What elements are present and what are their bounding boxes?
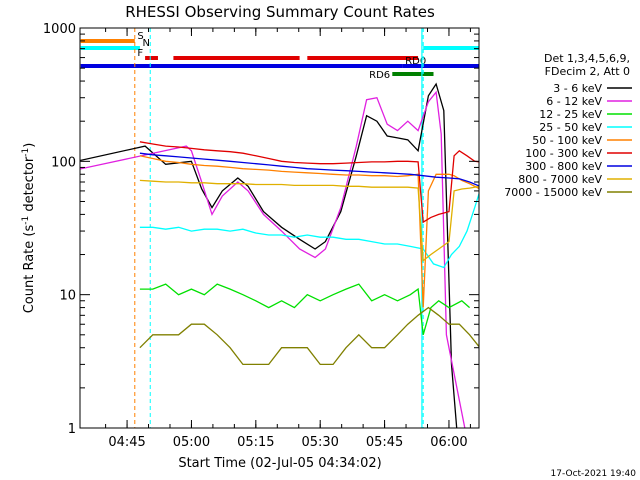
y-axis-label: Count Rate (s-1 detector-1) — [21, 143, 37, 314]
legend: Det 1,3,4,5,6,9,FDecim 2, Att 0 3 - 6 keV… — [504, 52, 632, 199]
x-tick-label: 04:45 — [108, 435, 145, 450]
series-line-8 — [139, 306, 479, 366]
y-tick: 1 — [68, 422, 479, 437]
series-line-3 — [139, 191, 479, 269]
x-tick: 05:00 — [173, 28, 210, 450]
legend-entry: 6 - 12 keV — [546, 95, 632, 108]
legend-label: 3 - 6 keV — [553, 82, 602, 95]
state-bar-label: N — [143, 38, 150, 49]
state-bar-n: N — [80, 38, 479, 50]
legend-header: FDecim 2, Att 0 — [545, 65, 630, 78]
y-tick-label: 100 — [51, 155, 76, 170]
legend-label: 12 - 25 keV — [539, 108, 602, 121]
legend-entry: 300 - 800 keV — [525, 160, 632, 173]
state-bars: SNF RD0 RD6 — [80, 28, 479, 428]
x-tick-label: 05:15 — [237, 435, 274, 450]
series-line-7 — [139, 179, 479, 262]
plot-frame — [79, 27, 480, 429]
x-tick: 05:30 — [301, 28, 339, 450]
y-tick-label: 10 — [59, 289, 76, 304]
series-line-1 — [80, 90, 466, 428]
legend-label: 25 - 50 keV — [539, 121, 602, 134]
legend-header: Det 1,3,4,5,6,9, — [544, 52, 630, 65]
legend-label: 50 - 100 keV — [532, 134, 602, 147]
y-tick: 10 — [59, 289, 479, 304]
state-bar-label: RD0 — [405, 56, 426, 67]
state-bar-s: S — [80, 31, 144, 43]
legend-entry: 25 - 50 keV — [539, 121, 632, 134]
y-tick-label: 1000 — [43, 22, 76, 37]
footer-date: 17-Oct-2021 19:40 — [551, 469, 637, 479]
state-bar-rd6: RD6 — [369, 70, 434, 81]
state-bar-label: S — [137, 31, 143, 42]
legend-label: 800 - 7000 keV — [518, 173, 602, 186]
legend-label: 100 - 300 keV — [525, 147, 602, 160]
legend-entry: 12 - 25 keV — [539, 108, 632, 121]
state-bar-label: F — [137, 48, 143, 59]
chart-title: RHESSI Observing Summary Count Rates — [125, 3, 435, 21]
legend-label: 6 - 12 keV — [546, 95, 602, 108]
y-tick: 1000 — [43, 22, 479, 37]
series-layer — [80, 82, 479, 428]
x-tick-label: 05:00 — [173, 435, 210, 450]
x-tick: 05:15 — [237, 28, 275, 450]
legend-entry: 800 - 7000 keV — [518, 173, 632, 186]
y-tick-label: 1 — [68, 422, 76, 437]
x-tick: 04:45 — [108, 28, 146, 450]
legend-entry: 100 - 300 keV — [525, 147, 632, 160]
state-bar-f: F — [137, 48, 419, 60]
legend-entry: 50 - 100 keV — [532, 134, 632, 147]
series-line-5 — [139, 141, 479, 224]
series-line-0 — [80, 82, 458, 428]
x-tick-label: 06:00 — [430, 435, 467, 450]
x-axis-label: Start Time (02-Jul-05 04:34:02) — [178, 456, 381, 471]
y-tick: 100 — [51, 155, 479, 170]
series-line-2 — [139, 283, 471, 335]
series-line-6 — [139, 152, 479, 187]
legend-label: 300 - 800 keV — [525, 160, 602, 173]
legend-entry: 7000 - 15000 keV — [504, 186, 632, 199]
axis-ticks: 04:45 05:00 05:15 05:30 05:45 06:00 1 10 100 1000 — [43, 22, 479, 450]
x-tick-label: 05:30 — [301, 435, 338, 450]
x-tick: 05:45 — [366, 28, 403, 450]
state-bar-label: RD6 — [369, 70, 390, 81]
legend-label: 7000 - 15000 keV — [504, 186, 602, 199]
legend-entry: 3 - 6 keV — [553, 82, 632, 95]
x-tick-label: 05:45 — [366, 435, 403, 450]
